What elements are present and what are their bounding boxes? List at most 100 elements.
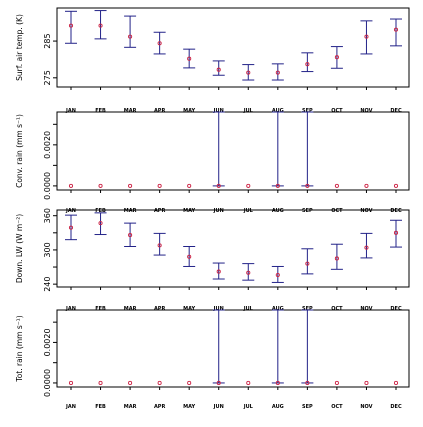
data-point	[216, 269, 221, 274]
x-tick-label: MAR	[124, 404, 137, 410]
y-tick-label: 285	[43, 33, 52, 48]
data-point	[128, 183, 133, 188]
x-tick-label: NOV	[360, 404, 372, 410]
data-point	[364, 183, 369, 188]
x-tick-label: JUL	[243, 306, 254, 312]
data-point	[187, 56, 192, 61]
x-tick-label: SEP	[302, 306, 313, 312]
plot-frame	[56, 7, 410, 88]
data-point	[98, 221, 103, 226]
x-tick-label: DEC	[390, 404, 402, 410]
x-tick-label: NOV	[360, 306, 372, 312]
data-point	[157, 41, 162, 46]
data-point	[68, 23, 74, 28]
y-tick-label: 0.0020	[43, 131, 52, 159]
x-tick-label: OCT	[331, 306, 343, 312]
x-tick-label: JAN	[65, 306, 76, 312]
y-tick-label: 0.0000	[43, 172, 52, 200]
y-tick-label: 275	[43, 70, 52, 85]
data-point	[393, 230, 399, 235]
x-tick-label: JAN	[65, 208, 76, 214]
y-tick-label: 360	[43, 208, 52, 223]
x-tick-label: MAY	[183, 208, 195, 214]
plot-frame	[56, 309, 410, 388]
data-point	[246, 70, 251, 75]
x-tick-label: JUL	[243, 208, 254, 214]
x-tick-label: APR	[154, 306, 166, 312]
data-point	[187, 254, 192, 259]
y-axis-title: Surf. air temp. (K)	[15, 14, 24, 81]
data-point	[68, 380, 74, 385]
x-tick-label: OCT	[331, 404, 343, 410]
y-axis-title: Tot. rain (mm s⁻¹)	[15, 315, 24, 382]
y-axis-title: Down. LW (W m⁻²)	[15, 214, 24, 283]
x-tick-label: AUG	[272, 306, 284, 312]
x-tick-label: FEB	[95, 306, 106, 312]
data-point	[187, 183, 192, 188]
x-tick-label: MAY	[183, 108, 195, 114]
x-tick-label: JUN	[213, 306, 224, 312]
data-point	[275, 272, 280, 278]
x-tick-label: APR	[154, 108, 166, 114]
x-tick-label: NOV	[360, 108, 372, 114]
x-tick-label: APR	[154, 208, 166, 214]
data-point	[157, 380, 162, 385]
data-point	[305, 380, 310, 385]
x-tick-label: JUN	[213, 208, 224, 214]
x-tick-label: SEP	[302, 208, 313, 214]
y-axis-title: Conv. rain (mm s⁻¹)	[15, 114, 24, 188]
data-point	[393, 183, 399, 188]
data-point	[246, 183, 251, 188]
data-point	[98, 380, 103, 385]
data-point	[98, 23, 103, 28]
data-point	[128, 380, 133, 385]
data-point	[128, 233, 133, 238]
plot-frame	[56, 209, 410, 288]
x-tick-label: JUN	[213, 108, 224, 114]
y-tick-label: 0.0020	[43, 328, 52, 356]
data-point	[305, 62, 310, 67]
x-tick-label: JUN	[213, 404, 224, 410]
x-tick-label: DEC	[390, 208, 402, 214]
x-tick-label: JUL	[243, 404, 254, 410]
data-point	[305, 183, 310, 188]
x-tick-label: MAR	[124, 208, 137, 214]
x-tick-label: JUL	[243, 108, 254, 114]
data-point	[334, 256, 339, 261]
x-tick-label: FEB	[95, 208, 106, 214]
data-point	[334, 55, 339, 60]
x-tick-label: SEP	[302, 108, 313, 114]
x-tick-label: SEP	[302, 404, 313, 410]
y-tick-label: 0.0000	[43, 369, 52, 397]
data-point	[393, 380, 399, 385]
x-tick-label: MAR	[124, 306, 137, 312]
data-point	[68, 225, 74, 230]
data-point	[216, 380, 221, 385]
x-tick-label: AUG	[272, 108, 284, 114]
x-tick-label: OCT	[331, 108, 343, 114]
x-tick-label: OCT	[331, 208, 343, 214]
y-tick-label: 240	[43, 277, 52, 292]
data-point	[157, 243, 162, 248]
x-tick-label: MAY	[183, 404, 195, 410]
y-tick-label: 300	[43, 242, 52, 257]
data-point	[364, 380, 369, 385]
data-point	[275, 183, 280, 188]
data-point	[275, 380, 280, 385]
x-tick-label: DEC	[390, 306, 402, 312]
x-tick-label: DEC	[390, 108, 402, 114]
x-tick-label: NOV	[360, 208, 372, 214]
x-tick-label: AUG	[272, 208, 284, 214]
plot-frame	[56, 111, 410, 191]
data-point	[98, 183, 103, 188]
x-tick-label: MAY	[183, 306, 195, 312]
data-point	[275, 70, 280, 75]
x-tick-label: FEB	[95, 404, 106, 410]
x-tick-label: AUG	[272, 404, 284, 410]
x-tick-label: JAN	[65, 108, 76, 114]
data-point	[216, 183, 221, 188]
data-point	[68, 183, 74, 188]
x-tick-label: FEB	[95, 108, 106, 114]
